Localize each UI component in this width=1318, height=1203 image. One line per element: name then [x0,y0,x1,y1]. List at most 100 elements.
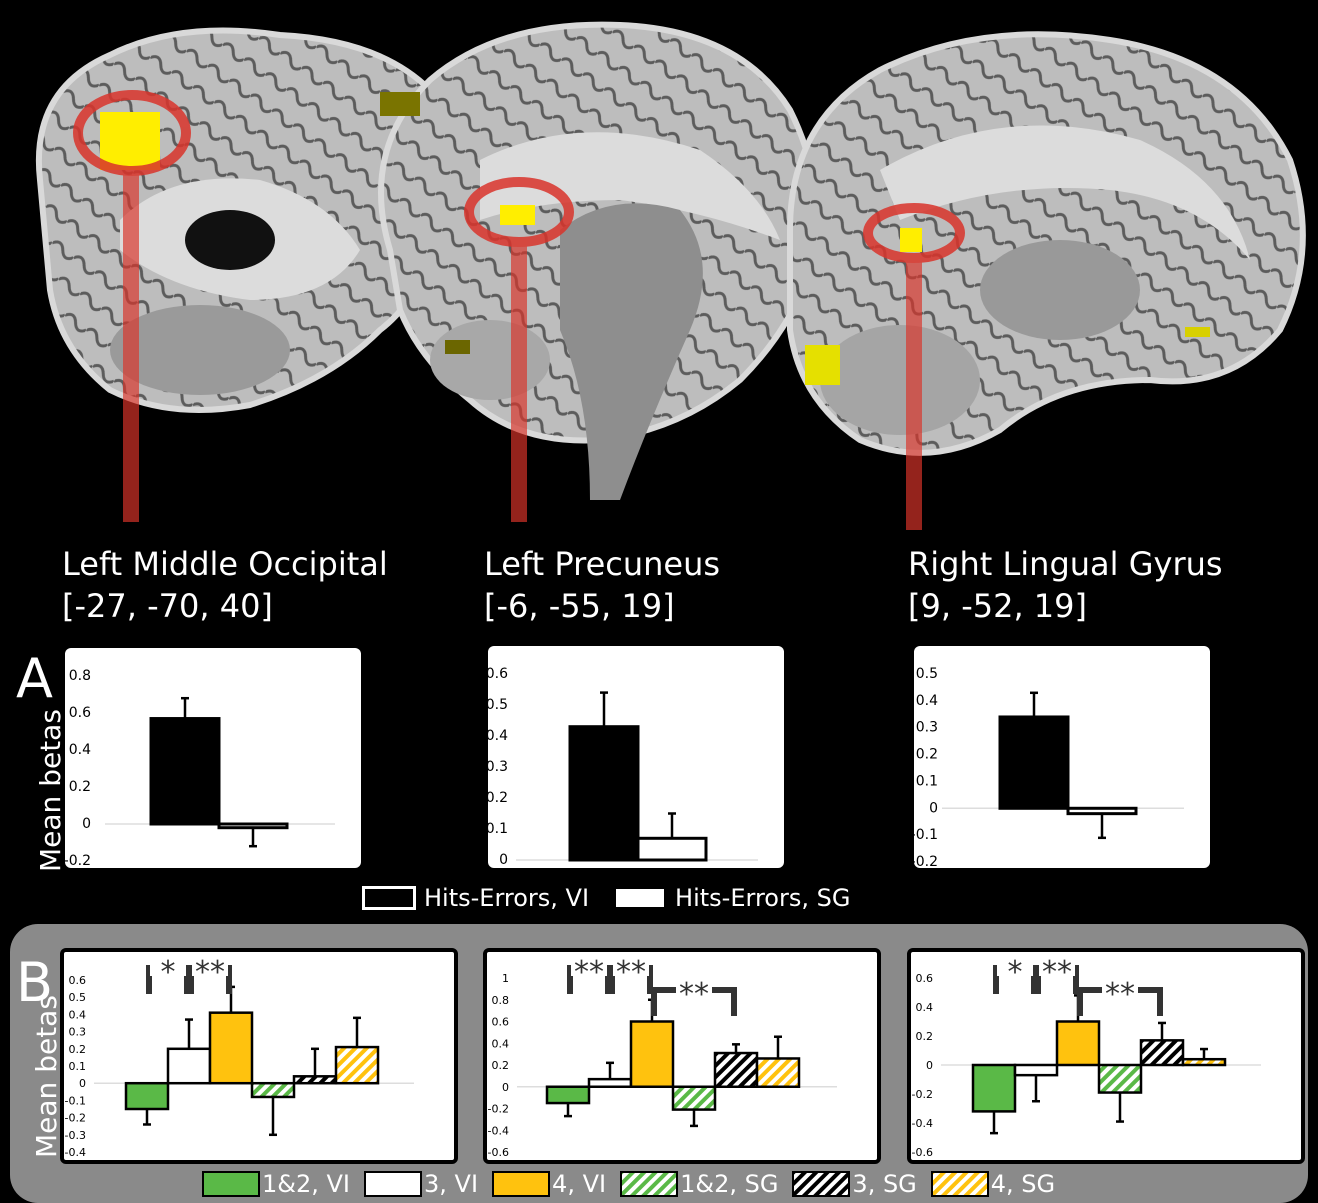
bar [208,1011,254,1085]
significance-label: ** [616,955,646,990]
panel-b-letter: B [16,951,54,1014]
bar [998,715,1070,810]
bar [755,1057,801,1088]
legend-swatch [202,1171,260,1197]
significance-label: ** [1105,977,1135,1012]
region-label-left: Left Middle Occipital [-27, -70, 40] [62,543,388,627]
y-tick-label: 0.8 [492,994,510,1007]
activation-blob [100,112,160,170]
y-tick-label: 0.6 [69,705,91,721]
bar [568,725,640,862]
y-tick-label: 0.2 [69,1043,87,1056]
legend-b-item: 1&2, SG [620,1170,778,1198]
y-tick-label: 0.6 [69,974,87,987]
bar [1066,806,1138,816]
roi-marker-left [73,90,191,522]
significance-label: ** [574,955,604,990]
bar [217,822,289,830]
bar [629,1020,675,1088]
legend-swatch [492,1171,551,1197]
y-tick-label: 0.2 [488,790,508,806]
legend-b-item: 3, SG [792,1170,917,1198]
bar [671,1085,717,1111]
y-tick-label: 0 [926,1059,933,1072]
legend-label: Hits-Errors, SG [675,884,851,912]
y-tick-label: 0.1 [69,1060,87,1073]
legend-swatch-black [362,886,416,910]
y-tick-label: -0.4 [488,1124,509,1137]
activation-blob [900,228,922,252]
y-tick-label: 0.8 [69,668,91,684]
legend-label: 3, SG [852,1170,917,1198]
chart-a-left: 0.8 0.6 0.4 0.2 0 -0.2 [64,648,361,869]
y-tick-label: 0.5 [916,666,938,682]
bar [587,1077,633,1088]
region-name: Left Precuneus [484,545,721,583]
y-tick-label: -0.2 [912,1088,933,1101]
legend-a: Hits-Errors, VI Hits-Errors, SG [362,884,864,912]
legend-label: Hits-Errors, VI [424,884,590,912]
y-tick-label: -0.6 [912,1146,933,1159]
y-tick-label: 0.4 [916,1001,934,1014]
legend-swatch-white [613,886,668,910]
y-tick-label: 0.3 [916,720,938,736]
bar [124,1081,170,1111]
y-tick-label: 0 [82,816,91,832]
y-tick-label: 0.6 [488,666,508,682]
y-tick-label: 0.5 [488,697,508,713]
y-tick-label: 0.2 [492,1059,510,1072]
y-tick-label: 0.2 [916,1030,934,1043]
legend-swatch [930,1171,989,1197]
legend-swatch [364,1171,423,1197]
bar [1139,1039,1185,1067]
region-coords: [-6, -55, 19] [484,587,675,625]
panel-a-letter: A [16,647,53,710]
bar [292,1075,338,1085]
y-tick-label: 0.4 [916,693,938,709]
legend-b: 1&2, VI 3, VI 4, VI 1&2, SG 3, SG 4, SG [202,1170,1069,1198]
legend-a-item-vi: Hits-Errors, VI [362,884,589,912]
significance-bg [150,960,186,976]
activation-blob [500,205,535,225]
legend-swatch [792,1171,851,1197]
region-coords: [9, -52, 19] [908,587,1087,625]
y-tick-label: -0.3 [65,1129,86,1142]
y-tick-label: -0.4 [65,1146,86,1159]
significance-label: ** [195,955,225,990]
activation-blob [380,92,420,116]
chart-a-left-plot: 0.8 0.6 0.4 0.2 0 -0.2 [64,668,335,869]
bar [1055,1020,1101,1067]
y-tick-label: 0.5 [69,991,87,1004]
y-tick-label: 0.1 [488,821,508,837]
y-tick-label: -0.1 [65,1094,86,1107]
chart-a-middle-plot: 0.6 0.5 0.4 0.3 0.2 0.1 0 [486,666,758,868]
y-tick-label: 0.4 [488,728,508,744]
legend-label: 1&2, SG [680,1170,779,1198]
panel-a-ylabel: Mean betas [34,709,67,872]
region-label-middle: Left Precuneus [-6, -55, 19] [484,543,720,627]
bar [149,717,221,826]
y-tick-label: -0.2 [914,854,938,868]
y-tick-label: 0 [499,852,508,868]
y-tick-label: 0.2 [69,779,91,795]
y-tick-label: 0 [502,1081,509,1094]
y-tick-label: 0.6 [492,1016,510,1029]
bar [334,1045,380,1085]
legend-label: 1&2, VI [262,1170,351,1198]
y-tick-label: 0 [929,800,938,816]
region-coords: [-27, -70, 40] [62,587,273,625]
significance-bg [613,960,649,976]
chart-b-right-plot: 0.60.40.20-0.2-0.4-0.6* **** [912,955,1261,1159]
y-tick-label: -0.2 [65,1112,86,1125]
y-tick-label: 1 [502,972,509,985]
activation-blob [1185,327,1210,337]
chart-a-right-plot: 0.5 0.4 0.3 0.2 0.1 0 -0.1 -0.2 [911,666,1184,870]
y-tick-label: -0.1 [914,827,938,843]
roi-marker-right [863,203,965,530]
y-tick-label: 0.4 [69,742,91,758]
significance-label: ** [1042,955,1072,990]
y-tick-label: -0.2 [65,853,91,868]
bar [250,1081,296,1099]
brain-sagittal-slices [35,21,1306,530]
panel-b-ylabel: Mean betas [30,995,63,1158]
